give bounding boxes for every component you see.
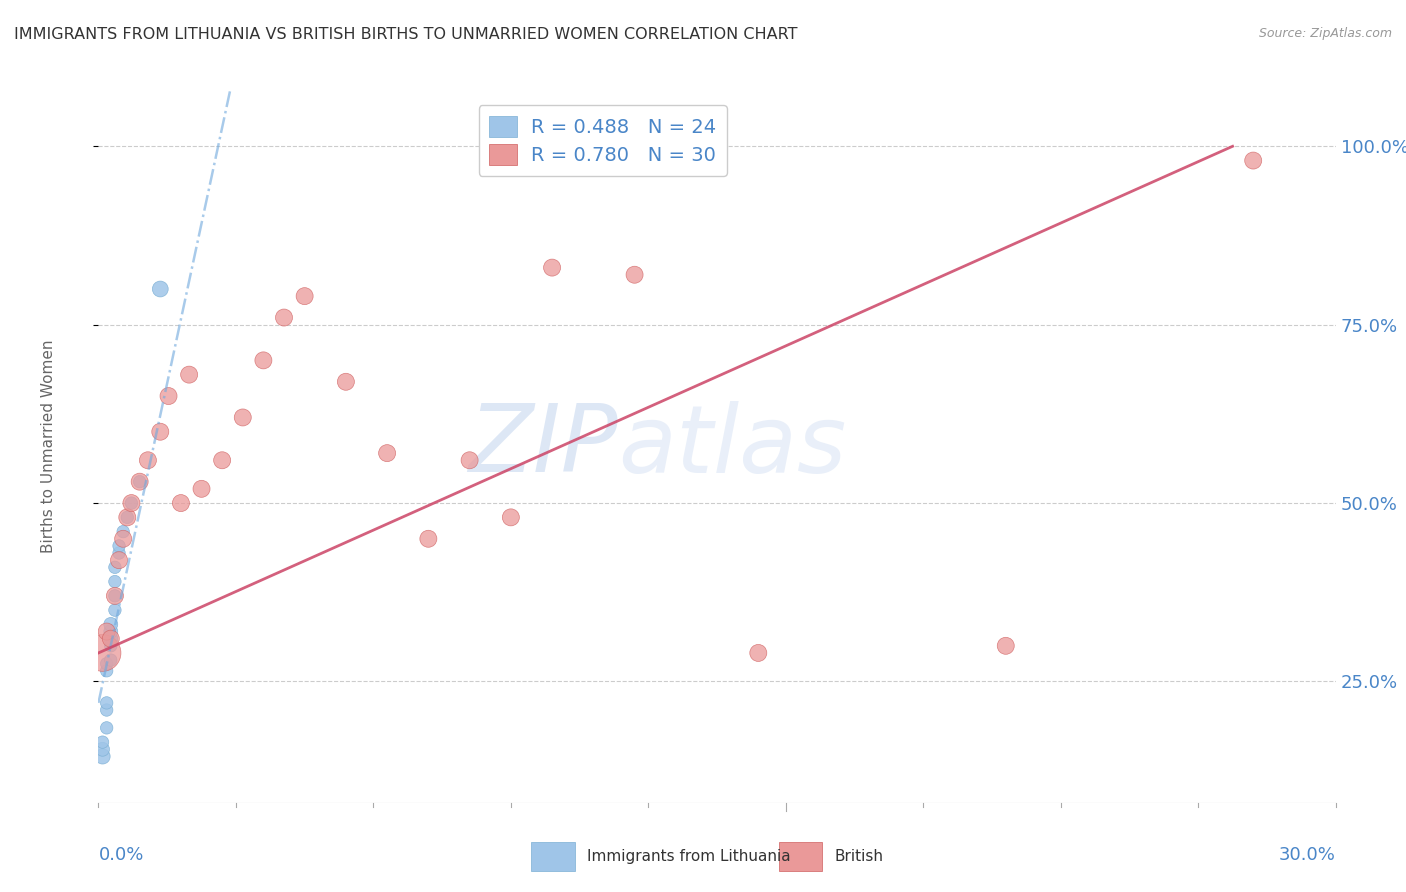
Point [128,475,150,489]
Point [273,310,295,325]
Point [157,389,180,403]
Point [96,664,118,678]
Point [499,510,522,524]
Text: ZIP: ZIP [468,401,619,491]
Point [112,524,135,539]
Point [335,375,357,389]
Point [136,453,159,467]
FancyBboxPatch shape [531,842,575,871]
Point [149,425,172,439]
Point [117,510,139,524]
Point [104,603,127,617]
Point [100,632,122,646]
Point [108,546,131,560]
Point [104,589,127,603]
Point [91,646,114,660]
Point [104,560,127,574]
Point [112,532,135,546]
Point [190,482,212,496]
Point [458,453,481,467]
Point [375,446,398,460]
Point [100,653,122,667]
Point [120,496,142,510]
Point [623,268,645,282]
Point [91,749,114,764]
Text: IMMIGRANTS FROM LITHUANIA VS BRITISH BIRTHS TO UNMARRIED WOMEN CORRELATION CHART: IMMIGRANTS FROM LITHUANIA VS BRITISH BIR… [14,27,797,42]
Point [96,721,118,735]
Point [170,496,193,510]
Point [91,735,114,749]
Point [252,353,274,368]
Point [104,589,127,603]
Text: atlas: atlas [619,401,846,491]
Point [117,510,139,524]
Point [149,282,172,296]
Point [747,646,769,660]
FancyBboxPatch shape [779,842,823,871]
Point [418,532,440,546]
Point [100,617,122,632]
Point [96,624,118,639]
Point [120,496,142,510]
Point [108,553,131,567]
Point [108,539,131,553]
Point [96,703,118,717]
Text: 30.0%: 30.0% [1279,846,1336,863]
Point [128,475,150,489]
Point [294,289,316,303]
Point [541,260,564,275]
Point [100,624,122,639]
Point [91,742,114,756]
Legend: R = 0.488   N = 24, R = 0.780   N = 30: R = 0.488 N = 24, R = 0.780 N = 30 [478,105,727,176]
Point [100,632,122,646]
Text: Immigrants from Lithuania: Immigrants from Lithuania [588,849,790,863]
Point [994,639,1017,653]
Point [96,657,118,671]
Point [100,639,122,653]
Text: Births to Unmarried Women: Births to Unmarried Women [41,339,56,553]
Text: Source: ZipAtlas.com: Source: ZipAtlas.com [1258,27,1392,40]
Point [104,574,127,589]
Text: British: British [835,849,883,863]
Point [232,410,254,425]
Point [179,368,201,382]
Text: 0.0%: 0.0% [98,846,143,863]
Point [211,453,233,467]
Point [96,696,118,710]
Point [1241,153,1264,168]
